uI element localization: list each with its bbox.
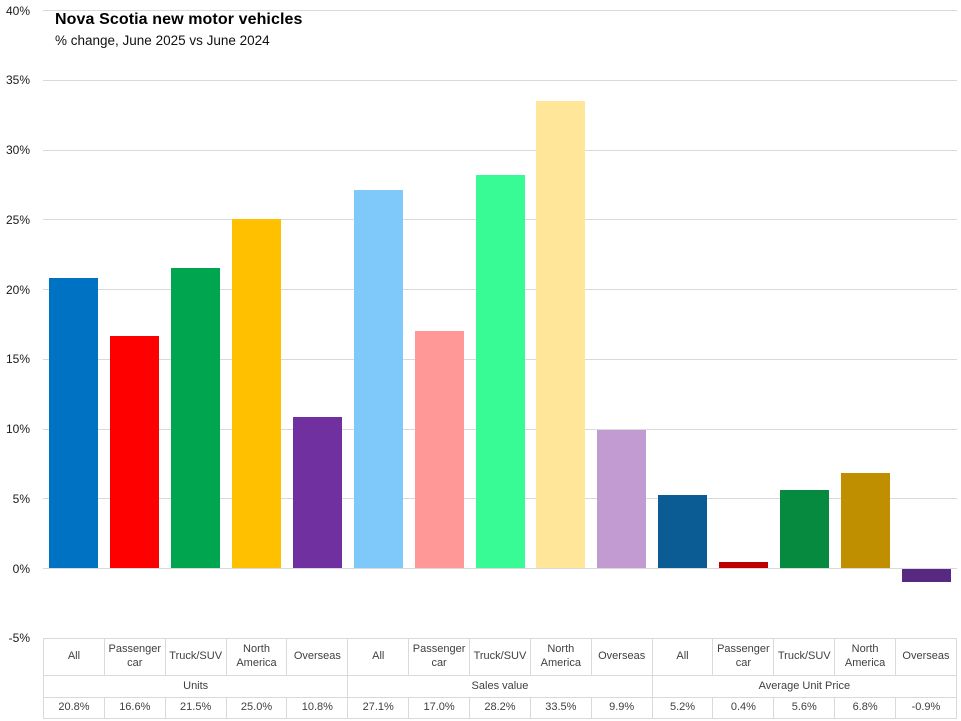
table-category-cell: Overseas — [592, 638, 653, 675]
bar-sales-value-north-america — [536, 100, 586, 568]
bar-units-north-america — [231, 219, 281, 568]
table-category-row: All Passenger car Truck/SUV North America Ov… — [43, 638, 957, 676]
bar-sales-value-all — [353, 189, 403, 568]
gridline — [43, 637, 957, 639]
table-category-cell: Passenger car — [105, 638, 166, 675]
bar-units-all — [48, 277, 98, 568]
table-value-cell: -0.9% — [896, 698, 957, 718]
chart-subtitle: % change, June 2025 vs June 2024 — [55, 33, 270, 48]
table-category-cell: Truck/SUV — [774, 638, 836, 675]
y-axis-tick-label: 20% — [5, 282, 30, 297]
y-axis-tick-label: 10% — [5, 422, 30, 436]
table-category-cell: North America — [531, 638, 592, 675]
bar-average-unit-price-overseas — [902, 569, 952, 582]
table-category-cell: Truck/SUV — [470, 638, 531, 675]
y-axis-tick-label: 15% — [5, 352, 30, 367]
table-value-cell: 20.8% — [43, 698, 105, 718]
table-category-cell: Overseas — [896, 638, 957, 675]
table-group-cell: Average Unit Price — [653, 676, 957, 697]
y-axis-tick-label: -5% — [8, 631, 30, 646]
table-value-cell: 33.5% — [531, 698, 592, 718]
bar-average-unit-price-all — [658, 495, 708, 568]
gridline — [43, 568, 957, 569]
table-value-cell: 0.4% — [713, 698, 775, 718]
bar-sales-value-overseas — [597, 429, 647, 568]
bar-average-unit-price-north-america — [841, 473, 891, 568]
y-axis-tick-label: 40% — [5, 3, 30, 18]
table-value-cell: 9.9% — [592, 698, 653, 718]
y-axis-tick-label: 5% — [12, 491, 30, 506]
table-category-cell: All — [43, 638, 105, 675]
y-axis-tick-label: 30% — [5, 143, 30, 157]
chart-title: Nova Scotia new motor vehicles — [55, 11, 303, 28]
table-value-cell: 5.2% — [653, 698, 714, 718]
y-axis-tick-label: 0% — [12, 561, 30, 576]
table-value-cell: 27.1% — [348, 698, 410, 718]
bar-sales-value-passenger-car — [414, 330, 464, 568]
table-value-cell: 6.8% — [835, 698, 897, 718]
title-block: Nova Scotia new motor vehicles % change,… — [55, 11, 303, 48]
table-category-cell: North America — [835, 638, 897, 675]
table-value-cell: 21.5% — [166, 698, 227, 718]
table-category-cell: Passenger car — [713, 638, 775, 675]
table-value-cell: 25.0% — [227, 698, 288, 718]
bar-units-passenger-car — [109, 336, 159, 568]
bar-average-unit-price-truck-suv — [780, 489, 830, 568]
gridline — [43, 79, 957, 81]
bar-average-unit-price-passenger-car — [719, 562, 769, 568]
bar-units-truck-suv — [170, 268, 220, 568]
table-value-cell: 10.8% — [287, 698, 349, 718]
table-group-cell: Sales value — [348, 676, 653, 697]
table-value-cell: 5.6% — [774, 698, 836, 718]
table-group-cell: Units — [43, 676, 349, 697]
table-category-cell: All — [348, 638, 410, 675]
bar-units-overseas — [292, 417, 342, 568]
table-value-cell: 17.0% — [409, 698, 471, 718]
table-value-cell: 16.6% — [105, 698, 166, 718]
bar-sales-value-truck-suv — [475, 174, 525, 568]
table-group-row: Units Sales value Average Unit Price — [43, 676, 957, 698]
table-category-cell: Passenger car — [409, 638, 471, 675]
table-category-cell: North America — [227, 638, 288, 675]
gridline — [43, 10, 957, 11]
table-category-cell: Truck/SUV — [166, 638, 227, 675]
table-category-cell: All — [653, 638, 714, 675]
y-axis-tick-label: 35% — [5, 73, 30, 88]
table-value-row: 20.8% 16.6% 21.5% 25.0% 10.8% 27.1% 17.0% 28.2%… — [43, 698, 957, 719]
y-axis-tick-label: 25% — [5, 212, 30, 227]
gridline — [43, 149, 957, 151]
table-category-cell: Overseas — [287, 638, 349, 675]
table-value-cell: 28.2% — [470, 698, 531, 718]
